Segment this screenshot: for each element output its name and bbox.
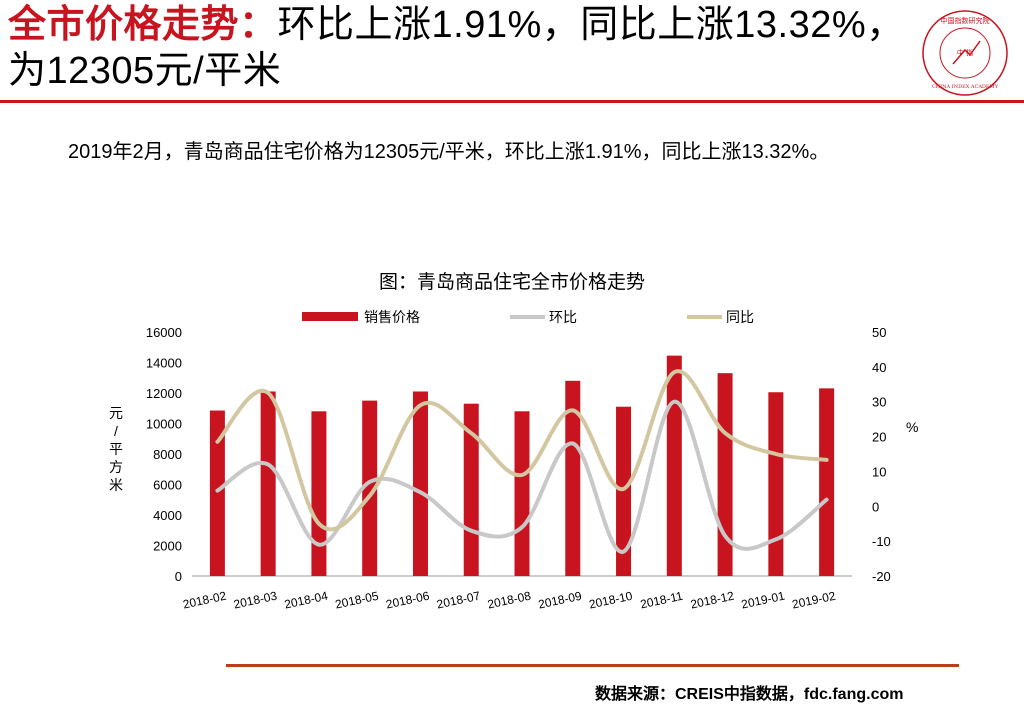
y-left-tick-label: 6000 <box>153 478 182 493</box>
price-bar <box>768 392 784 576</box>
price-bar <box>565 380 581 576</box>
mom-line <box>215 399 829 554</box>
y-left-axis-label-char: 平 <box>109 441 123 457</box>
y-left-axis-label-char: 米 <box>109 477 123 493</box>
y-left-axis-label-char: 方 <box>109 459 123 475</box>
x-tick-label: 2018-05 <box>334 589 380 612</box>
legend-label-bar: 销售价格 <box>364 309 420 325</box>
legend-label-yoy: 同比 <box>726 309 754 325</box>
price-bar <box>362 400 378 576</box>
x-tick-label: 2018-09 <box>537 589 583 612</box>
x-tick-label: 2018-08 <box>486 589 532 612</box>
title-divider <box>0 100 1024 103</box>
chart-title: 图：青岛商品住宅全市价格走势 <box>379 271 645 293</box>
y-right-tick-label: 50 <box>872 325 886 340</box>
y-left-tick-label: 14000 <box>146 356 182 371</box>
y-right-tick-label: -20 <box>872 569 891 584</box>
y-right-tick-label: 0 <box>872 499 879 514</box>
x-tick-label: 2018-10 <box>588 589 634 612</box>
y-left-tick-label: 4000 <box>153 508 182 523</box>
y-right-axis-label: % <box>906 419 918 435</box>
price-bar <box>260 391 276 576</box>
x-tick-label: 2018-02 <box>182 589 228 612</box>
price-bar <box>666 355 682 576</box>
y-left-tick-label: 10000 <box>146 417 182 432</box>
yoy-line <box>215 369 829 532</box>
y-right-tick-label: 20 <box>872 430 886 445</box>
y-right-tick-label: -10 <box>872 534 891 549</box>
y-right-tick-label: 10 <box>872 464 886 479</box>
legend-swatch-bar <box>302 312 358 321</box>
price-bar <box>717 373 733 576</box>
page-title: 全市价格走势：环比上涨1.91%，同比上涨13.32%，为12305元/平米 <box>8 2 908 94</box>
legend-label-mom: 环比 <box>549 309 577 325</box>
price-bar <box>412 391 428 576</box>
x-tick-label: 2018-04 <box>283 589 329 612</box>
svg-text:中 指: 中 指 <box>957 48 973 57</box>
x-tick-label: 2018-11 <box>639 589 684 612</box>
x-tick-label: 2019-01 <box>740 589 786 612</box>
price-bar <box>514 411 530 576</box>
y-left-axis-label-char: 元 <box>109 405 123 421</box>
china-index-academy-logo: 中国指数研究院 中 指 CHINA INDEX ACADEMY <box>922 10 1008 96</box>
y-right-tick-label: 40 <box>872 360 886 375</box>
price-bar <box>616 406 632 576</box>
y-left-axis-label-char: / <box>114 423 118 439</box>
title-rest: 环比上涨1.91%，同比上涨13.32%，为12305元/平米 <box>8 4 905 92</box>
title-highlight: 全市价格走势： <box>8 4 278 46</box>
y-left-tick-label: 2000 <box>153 539 182 554</box>
svg-text:CHINA INDEX ACADEMY: CHINA INDEX ACADEMY <box>932 84 999 90</box>
summary-text: 2019年2月，青岛商品住宅价格为12305元/平米，环比上涨1.91%，同比上… <box>68 141 830 163</box>
x-tick-label: 2018-12 <box>689 589 735 612</box>
y-left-tick-label: 8000 <box>153 447 182 462</box>
y-right-tick-label: 30 <box>872 395 886 410</box>
price-bar <box>819 388 835 576</box>
x-tick-label: 2019-02 <box>791 589 837 612</box>
y-left-tick-label: 16000 <box>146 325 182 340</box>
x-tick-label: 2018-07 <box>435 589 481 612</box>
svg-text:中国指数研究院: 中国指数研究院 <box>941 16 990 25</box>
y-left-tick-label: 12000 <box>146 386 182 401</box>
price-bar <box>209 410 225 576</box>
price-bar <box>311 411 327 576</box>
x-tick-label: 2018-03 <box>232 589 278 612</box>
source-divider <box>226 664 959 667</box>
x-tick-label: 2018-06 <box>385 589 431 612</box>
data-source: 数据来源：CREIS中指数据，fdc.fang.com <box>595 686 904 703</box>
y-left-tick-label: 0 <box>175 569 182 584</box>
